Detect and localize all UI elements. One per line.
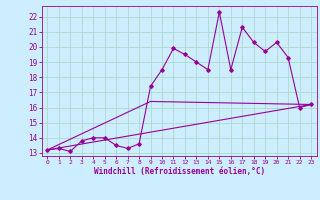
X-axis label: Windchill (Refroidissement éolien,°C): Windchill (Refroidissement éolien,°C) [94, 167, 265, 176]
